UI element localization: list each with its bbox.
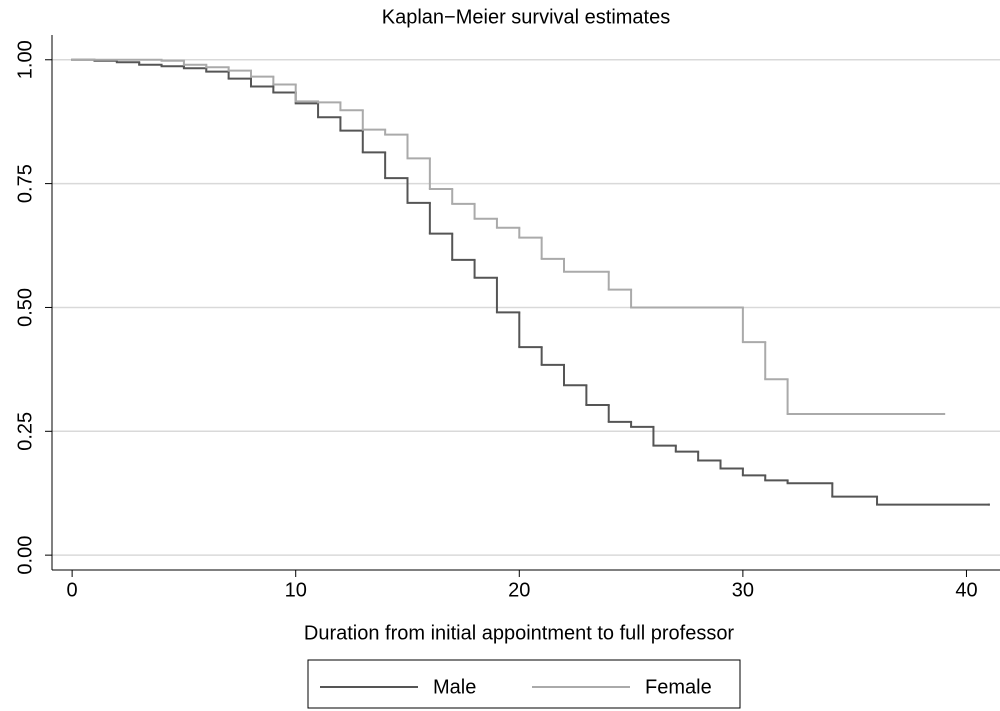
y-tick-label: 0.50 xyxy=(14,288,36,327)
x-tick-label: 20 xyxy=(508,579,530,601)
x-axis-title: Duration from initial appointment to ful… xyxy=(304,622,735,644)
legend-box xyxy=(307,659,741,709)
y-tick-label: 0.75 xyxy=(14,164,36,203)
y-tick-label: 0.00 xyxy=(14,536,36,575)
y-tick-label: 1.00 xyxy=(14,40,36,79)
x-tick-label: 30 xyxy=(732,579,754,601)
legend-label: Female xyxy=(645,676,712,698)
x-tick-label: 40 xyxy=(955,579,977,601)
y-tick-label: 0.25 xyxy=(14,412,36,451)
chart-title: Kaplan−Meier survival estimates xyxy=(382,6,670,28)
x-tick-label: 0 xyxy=(67,579,78,601)
x-tick-label: 10 xyxy=(285,579,307,601)
legend-label: Male xyxy=(433,676,476,698)
